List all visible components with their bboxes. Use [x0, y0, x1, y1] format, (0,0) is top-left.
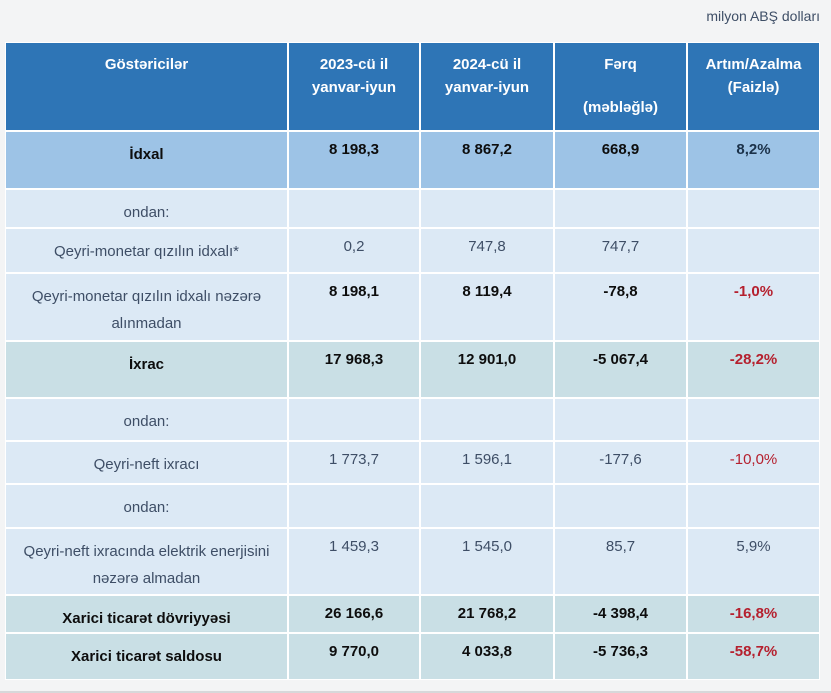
value-cell: 12 901,0: [420, 341, 554, 398]
pct-cell: 8,2%: [687, 131, 820, 189]
value-cell: [288, 484, 420, 528]
col-header-label: Göstəricilər: [104, 56, 189, 73]
row-label-cell: İdxal: [5, 131, 288, 189]
row-label-cell: Xarici ticarət dövriyyəsi: [5, 595, 288, 633]
row-label-cell: ondan:: [5, 398, 288, 441]
value-cell: [420, 189, 554, 228]
row-label-cell: Qeyri-monetar qızılın idxalı*: [5, 228, 288, 273]
table-row: Qeyri-monetar qızılın idxalı nəzərə alın…: [5, 273, 820, 341]
pct-cell: [687, 189, 820, 228]
row-label-cell: Qeyri-neft ixracı: [5, 441, 288, 484]
row-label-cell: İxrac: [5, 341, 288, 398]
row-label-cell: Qeyri-monetar qızılın idxalı nəzərə alın…: [5, 273, 288, 341]
table-row: İdxal 8 198,3 8 867,2 668,9 8,2%: [5, 131, 820, 189]
col-header-growth: Artım/Azalma (Faizlə): [687, 42, 820, 131]
pct-cell: -1,0%: [687, 273, 820, 341]
col-header-indicators: Göstəricilər: [5, 42, 288, 131]
trade-table: Göstəricilər 2023-cü il yanvar-iyun 2024…: [5, 42, 820, 680]
row-label-cell: Xarici ticarət saldosu: [5, 633, 288, 680]
value-cell: [288, 189, 420, 228]
value-cell: 1 545,0: [420, 528, 554, 595]
unit-note: milyon ABŞ dolları: [706, 8, 820, 24]
value-cell: -5 736,3: [554, 633, 687, 680]
value-cell: 26 166,6: [288, 595, 420, 633]
row-label-cell: ondan:: [5, 484, 288, 528]
value-cell: 1 459,3: [288, 528, 420, 595]
pct-cell: -58,7%: [687, 633, 820, 680]
table-row: ondan:: [5, 484, 820, 528]
value-cell: 747,7: [554, 228, 687, 273]
value-cell: 21 768,2: [420, 595, 554, 633]
col-header-difference: Fərq (məbləğlə): [554, 42, 687, 131]
col-header-2024: 2024-cü il yanvar-iyun: [420, 42, 554, 131]
pct-cell: -16,8%: [687, 595, 820, 633]
value-cell: 8 867,2: [420, 131, 554, 189]
value-cell: 668,9: [554, 131, 687, 189]
value-cell: 8 119,4: [420, 273, 554, 341]
table-row: ondan:: [5, 398, 820, 441]
value-cell: 1 773,7: [288, 441, 420, 484]
value-cell: 85,7: [554, 528, 687, 595]
value-cell: [554, 189, 687, 228]
value-cell: [420, 484, 554, 528]
pct-cell: 5,9%: [687, 528, 820, 595]
table-row: Qeyri-neft ixracında elektrik enerjisini…: [5, 528, 820, 595]
value-cell: 17 968,3: [288, 341, 420, 398]
table-header-row: Göstəricilər 2023-cü il yanvar-iyun 2024…: [5, 42, 820, 131]
col-header-label: 2023-cü il yanvar-iyun: [311, 56, 397, 97]
value-cell: -4 398,4: [554, 595, 687, 633]
table-row: Xarici ticarət saldosu 9 770,0 4 033,8 -5 7…: [5, 633, 820, 680]
value-cell: 747,8: [420, 228, 554, 273]
value-cell: -177,6: [554, 441, 687, 484]
value-cell: [288, 398, 420, 441]
table-row: ondan:: [5, 189, 820, 228]
col-header-label: Artım/Azalma (Faizlə): [705, 56, 802, 97]
pct-cell: [687, 398, 820, 441]
value-cell: [554, 398, 687, 441]
col-header-2023: 2023-cü il yanvar-iyun: [288, 42, 420, 131]
pct-cell: -10,0%: [687, 441, 820, 484]
value-cell: [420, 398, 554, 441]
table-row: Xarici ticarət dövriyyəsi 26 166,6 21 768,…: [5, 595, 820, 633]
row-label-cell: Qeyri-neft ixracında elektrik enerjisini…: [5, 528, 288, 595]
value-cell: -78,8: [554, 273, 687, 341]
table-row: Qeyri-monetar qızılın idxalı* 0,2 747,8 747…: [5, 228, 820, 273]
col-header-label: 2024-cü il yanvar-iyun: [444, 56, 530, 97]
row-label-cell: ondan:: [5, 189, 288, 228]
value-cell: 8 198,1: [288, 273, 420, 341]
value-cell: 8 198,3: [288, 131, 420, 189]
value-cell: 9 770,0: [288, 633, 420, 680]
table-row: İxrac 17 968,3 12 901,0 -5 067,4 -28,2%: [5, 341, 820, 398]
value-cell: 1 596,1: [420, 441, 554, 484]
table-row: Qeyri-neft ixracı 1 773,7 1 596,1 -177,6 -10…: [5, 441, 820, 484]
value-cell: -5 067,4: [554, 341, 687, 398]
bottom-edge: [0, 691, 831, 693]
table-body: İdxal 8 198,3 8 867,2 668,9 8,2% ondan: Qeyri-…: [5, 131, 820, 680]
pct-cell: -28,2%: [687, 341, 820, 398]
value-cell: 0,2: [288, 228, 420, 273]
value-cell: [554, 484, 687, 528]
pct-cell: [687, 484, 820, 528]
col-header-sublabel: (məbləğlə): [582, 99, 658, 117]
value-cell: 4 033,8: [420, 633, 554, 680]
pct-cell: [687, 228, 820, 273]
col-header-label: Fərq: [604, 56, 637, 73]
